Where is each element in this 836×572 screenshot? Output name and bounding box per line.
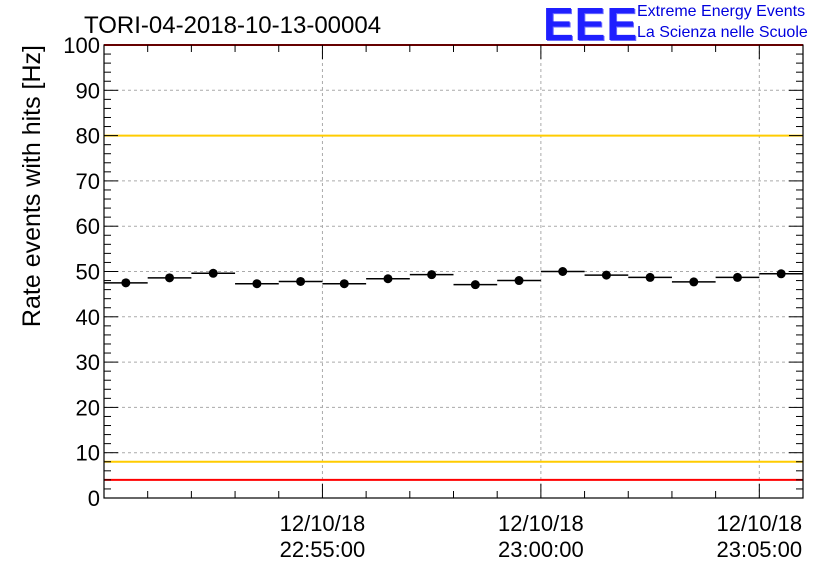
grid bbox=[104, 45, 803, 498]
data-point bbox=[497, 276, 541, 286]
y-tick-label: 50 bbox=[76, 260, 100, 285]
data-point-marker bbox=[339, 279, 349, 289]
data-point bbox=[584, 270, 629, 280]
data-point bbox=[147, 273, 192, 283]
data-point bbox=[278, 276, 323, 286]
data-point bbox=[366, 274, 410, 284]
data-point-marker bbox=[470, 280, 480, 290]
x-tick-label-date: 12/10/18 bbox=[716, 511, 802, 536]
data-point-marker bbox=[296, 276, 306, 286]
data-point-marker bbox=[558, 267, 568, 276]
data-point-marker bbox=[252, 279, 262, 289]
y-tick-label: 40 bbox=[76, 305, 100, 330]
data-point bbox=[540, 267, 585, 276]
data-point-marker bbox=[514, 276, 524, 286]
x-tick-labels: 12/10/1822:55:0012/10/1823:00:0012/10/18… bbox=[280, 511, 803, 562]
y-tick-label: 90 bbox=[76, 78, 100, 103]
x-tick-label-date: 12/10/18 bbox=[280, 511, 366, 536]
chart-title: TORI-04-2018-10-13-00004 bbox=[84, 12, 381, 39]
data-point-marker bbox=[121, 278, 131, 288]
data-point bbox=[104, 278, 148, 288]
y-tick-label: 30 bbox=[76, 350, 100, 375]
x-tick-label-time: 22:55:00 bbox=[280, 537, 366, 562]
data-point bbox=[628, 272, 672, 282]
y-tick-label: 60 bbox=[76, 214, 100, 239]
data-point bbox=[235, 279, 279, 289]
x-tick-label-time: 23:05:00 bbox=[716, 537, 802, 562]
data-point bbox=[759, 269, 803, 279]
y-tick-label: 0 bbox=[88, 486, 100, 511]
data-point-marker bbox=[427, 270, 437, 280]
data-point bbox=[322, 279, 367, 289]
data-point-marker bbox=[383, 274, 393, 284]
x-tick-label-time: 23:00:00 bbox=[498, 537, 584, 562]
y-tick-label: 20 bbox=[76, 395, 100, 420]
data-point bbox=[453, 280, 498, 290]
y-tick-label: 70 bbox=[76, 169, 100, 194]
data-point bbox=[409, 270, 454, 280]
y-tick-label: 10 bbox=[76, 441, 100, 466]
reference-lines bbox=[104, 44, 803, 481]
eee-logo: EEE bbox=[543, 0, 639, 50]
data-point bbox=[715, 272, 760, 282]
data-point-marker bbox=[165, 273, 175, 283]
x-tick-label-date: 12/10/18 bbox=[498, 511, 584, 536]
y-tick-label: 100 bbox=[63, 33, 100, 58]
y-tick-labels: 0 10 20 30 40 50 60 70 80 90 100 bbox=[63, 33, 100, 511]
data-point-marker bbox=[208, 268, 218, 278]
logo-line-2: La Scienza nelle Scuole bbox=[637, 24, 808, 41]
data-point bbox=[191, 268, 236, 278]
data-point bbox=[671, 277, 716, 287]
data-point-marker bbox=[601, 270, 611, 280]
axis-ticks bbox=[104, 44, 803, 499]
y-tick-label: 80 bbox=[76, 124, 100, 149]
data-points bbox=[104, 267, 803, 290]
data-point-marker bbox=[689, 277, 699, 287]
data-point-marker bbox=[776, 269, 786, 279]
data-point-marker bbox=[732, 272, 742, 282]
logo-line-1: Extreme Energy Events bbox=[637, 3, 806, 20]
data-point-marker bbox=[645, 272, 655, 282]
y-axis-label: Rate events with hits [Hz] bbox=[18, 45, 46, 327]
